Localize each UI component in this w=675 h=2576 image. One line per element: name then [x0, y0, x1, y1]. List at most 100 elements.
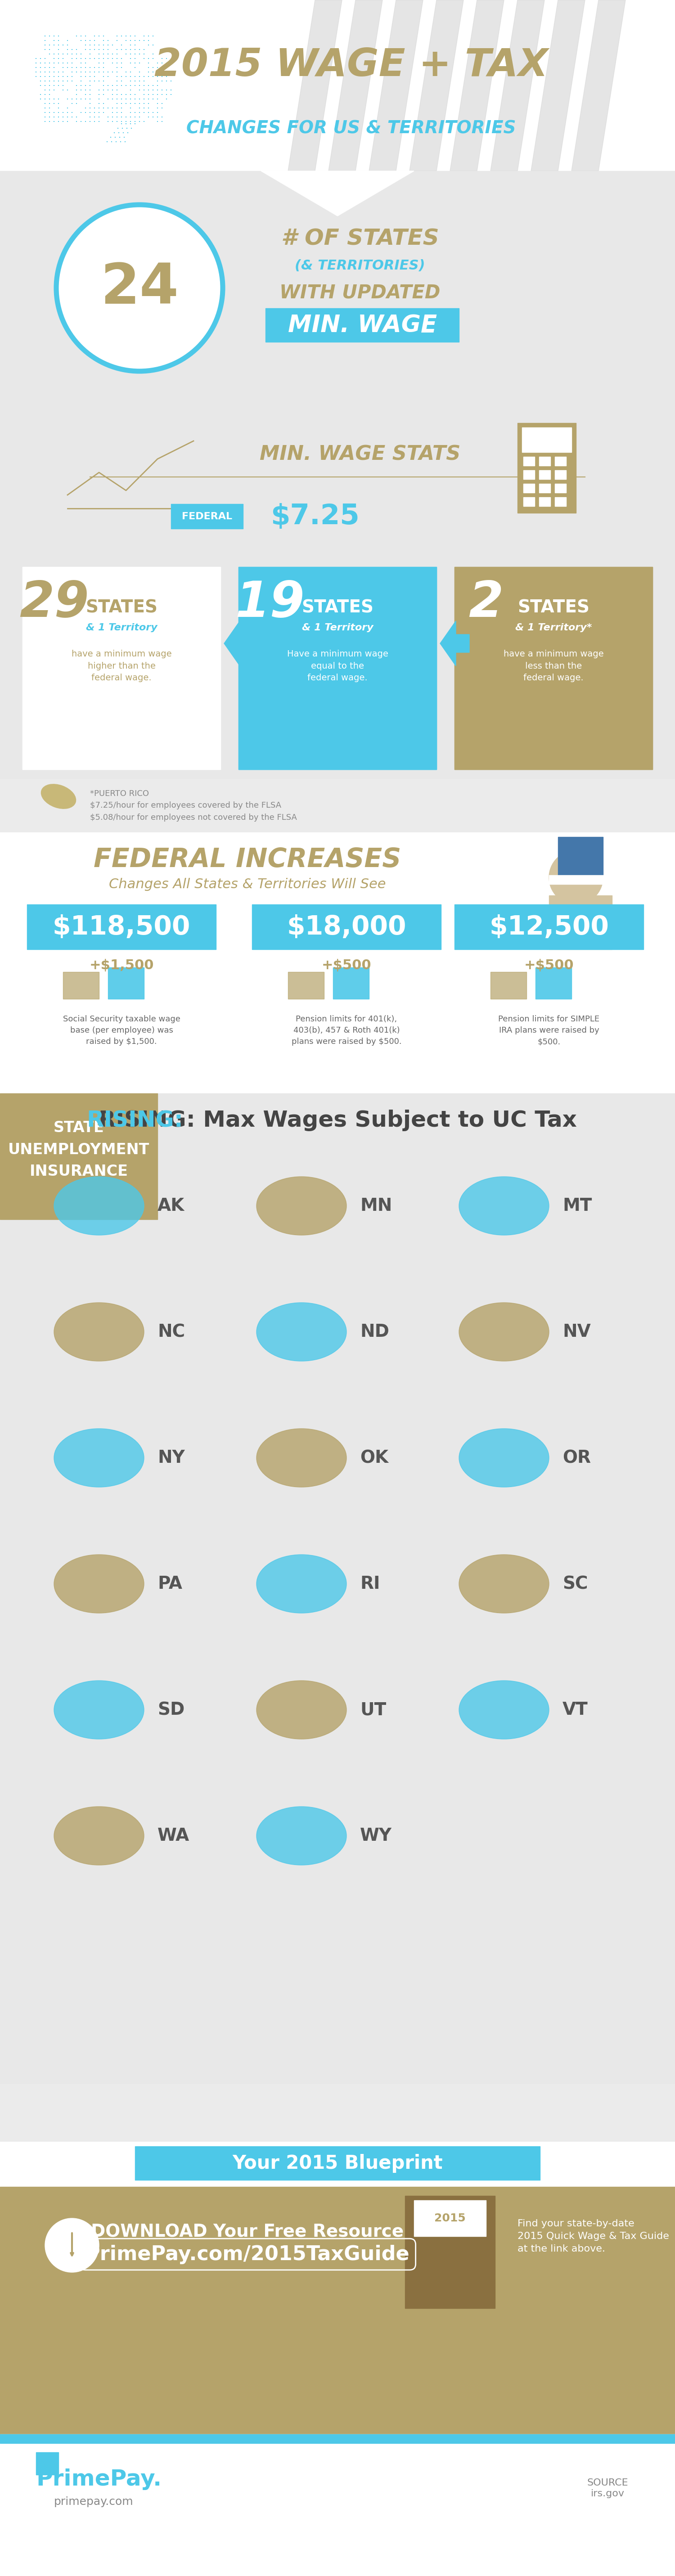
Point: [80, 41, 91, 82]
Text: 2015: 2015: [434, 2213, 466, 2223]
Point: [116, 15, 127, 57]
Point: [94, 52, 105, 93]
Point: [80, 21, 91, 62]
Point: [76, 70, 86, 111]
Text: MIN. WAGE: MIN. WAGE: [288, 314, 437, 337]
Point: [76, 52, 86, 93]
Point: [53, 95, 64, 137]
Text: OK: OK: [360, 1450, 388, 1466]
Point: [148, 39, 159, 80]
Text: +$500: +$500: [321, 958, 371, 971]
Point: [76, 21, 86, 62]
Point: [103, 33, 113, 75]
Point: [143, 39, 154, 80]
Text: & 1 Territory*: & 1 Territory*: [515, 623, 592, 631]
Point: [161, 59, 172, 100]
Point: [44, 57, 55, 98]
Point: [138, 64, 149, 106]
Point: [49, 59, 59, 100]
Text: 2015 WAGE + TAX: 2015 WAGE + TAX: [154, 46, 548, 85]
Bar: [0, 1092, 675, 2084]
Point: [161, 41, 172, 82]
Point: [122, 113, 133, 155]
Bar: [0, 170, 675, 404]
Ellipse shape: [256, 1806, 346, 1865]
Point: [130, 77, 140, 118]
Point: [71, 52, 82, 93]
Point: [35, 64, 46, 106]
Point: [111, 33, 122, 75]
Point: [107, 52, 118, 93]
Point: [148, 70, 159, 111]
Point: [53, 23, 64, 64]
Point: [40, 77, 51, 118]
Text: *PUERTO RICO
$7.25/hour for employees covered by the FLSA
$5.08/hour for employe: *PUERTO RICO $7.25/hour for employees co…: [90, 791, 297, 822]
Polygon shape: [572, 0, 626, 170]
Point: [119, 121, 130, 162]
Point: [80, 88, 91, 129]
Point: [111, 52, 122, 93]
Point: [80, 57, 91, 98]
Point: [116, 93, 127, 134]
Point: [53, 93, 64, 134]
Point: [103, 100, 113, 142]
Point: [121, 15, 132, 57]
Text: STATE
UNEMPLOYMENT
INSURANCE: STATE UNEMPLOYMENT INSURANCE: [8, 1121, 149, 1180]
Point: [35, 46, 46, 88]
Point: [138, 75, 149, 116]
Point: [102, 121, 113, 162]
Point: [125, 64, 136, 106]
Point: [30, 41, 41, 82]
Point: [152, 70, 163, 111]
Point: [111, 95, 122, 137]
Point: [116, 77, 127, 118]
Bar: [265, 309, 459, 343]
Point: [80, 77, 91, 118]
Text: WA: WA: [157, 1826, 190, 1844]
Point: [125, 100, 136, 142]
Point: [152, 93, 163, 134]
Ellipse shape: [256, 1430, 346, 1486]
Point: [138, 70, 149, 111]
Point: [57, 57, 68, 98]
Ellipse shape: [549, 850, 603, 904]
Point: [111, 88, 122, 129]
Point: [84, 88, 95, 129]
Point: [35, 52, 46, 93]
Point: [57, 93, 68, 134]
Text: CHANGES FOR US & TERRITORIES: CHANGES FOR US & TERRITORIES: [186, 118, 516, 137]
Point: [125, 21, 136, 62]
Point: [89, 100, 100, 142]
Point: [98, 41, 109, 82]
Point: [148, 64, 159, 106]
Point: [111, 64, 122, 106]
Point: [130, 46, 140, 88]
Point: [80, 70, 91, 111]
Text: 19: 19: [235, 580, 305, 626]
Point: [111, 46, 122, 88]
Point: [57, 46, 68, 88]
Point: [53, 15, 64, 57]
Point: [67, 41, 78, 82]
Point: [116, 95, 127, 137]
Text: Find your state-by-date
2015 Quick Wage & Tax Guide
at the link above.: Find your state-by-date 2015 Quick Wage …: [518, 2218, 669, 2254]
Point: [121, 21, 132, 62]
Point: [130, 23, 140, 64]
Point: [98, 39, 109, 80]
Text: FEDERAL: FEDERAL: [182, 513, 232, 520]
Point: [125, 41, 136, 82]
Point: [94, 75, 105, 116]
Point: [40, 28, 51, 70]
Point: [138, 57, 149, 98]
Point: [143, 70, 154, 111]
Text: (& TERRITORIES): (& TERRITORIES): [295, 260, 425, 273]
Bar: [491, 971, 526, 999]
Bar: [108, 969, 144, 999]
Point: [80, 15, 91, 57]
Point: [84, 59, 95, 100]
Point: [94, 23, 105, 64]
Bar: [36, 2452, 59, 2476]
Point: [98, 28, 109, 70]
Bar: [22, 567, 221, 770]
Ellipse shape: [54, 1303, 144, 1360]
